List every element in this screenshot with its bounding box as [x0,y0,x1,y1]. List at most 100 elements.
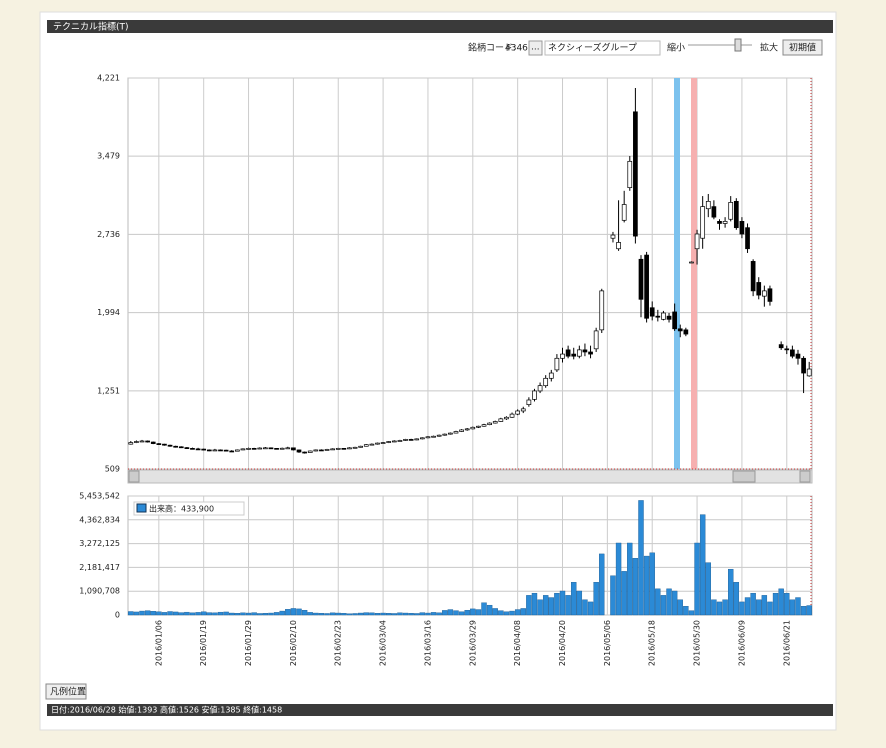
zoom-out: 縮小 [667,42,685,54]
legend [133,501,245,516]
candle-body [610,234,616,239]
candle-body [274,448,279,450]
volume-bar [481,602,487,616]
volume-bar [144,610,151,616]
candle-body [464,428,470,431]
scrollbar[interactable] [127,469,813,484]
candle-body [347,447,352,450]
candle-body [139,440,145,443]
volume-bar [542,595,549,616]
candle-body [790,349,795,357]
volume-bar [397,612,403,616]
volume-bar [486,604,493,616]
x-tick-label: 2016/03/29 [468,620,477,666]
volume-bar [234,613,241,616]
scroll-button[interactable] [799,470,811,483]
candle-body [537,385,543,392]
candle-body [414,438,420,441]
candle-body [285,447,291,450]
volume-bar [750,592,756,616]
volume-bar [784,592,790,616]
code: 4346 [505,44,528,54]
volume-bar [133,611,140,616]
volume-bar [442,610,448,616]
candle-body [363,444,369,447]
candle-body [341,448,347,450]
zoom-in: 拡大 [760,42,778,54]
volume-bar [447,609,454,616]
scroll-button[interactable] [128,470,140,483]
candle-body [268,447,274,450]
slider-thumb[interactable] [734,38,742,52]
volume-bar [548,597,554,616]
candle-body [397,440,403,442]
volume-bar [262,613,269,616]
volume-bar [694,542,700,616]
candle-body [431,435,436,438]
volume-bar [610,575,616,616]
volume-bar [245,612,252,616]
volume-bar [223,611,229,616]
candle-body [335,448,341,450]
candle-body [745,227,750,250]
volume-bar [229,612,235,616]
candle-body [492,421,498,424]
candle-body [756,282,762,296]
volume-bar [739,601,745,616]
company-box[interactable] [544,40,661,56]
candle-body [638,258,644,300]
candle-body [728,202,734,220]
browse-button[interactable] [528,40,543,56]
candle-body [403,439,408,441]
candle-body [436,434,442,437]
volume-bar [206,612,212,616]
volume-bar [722,599,728,616]
candle-body [195,448,201,451]
volume-bar [380,612,386,616]
candle-body [178,446,184,449]
volume-bar [761,595,768,616]
candle-body [565,349,571,357]
volume-bar [711,599,717,616]
reset-button[interactable] [782,39,823,56]
candle-body [279,447,285,450]
volume-bar [531,592,538,616]
volume-bar [587,601,594,616]
y-tick-label: 0 [115,611,120,620]
volume-bar [509,610,515,616]
scroll-thumb[interactable] [732,470,756,483]
candle-body [134,441,139,443]
volume-bar [189,612,196,616]
volume-bar [391,613,398,616]
cursor-band [691,78,697,469]
y-tick-label: 509 [105,465,120,474]
volume-bar [554,592,560,616]
volume-bar [470,608,476,616]
volume-bar [744,597,751,616]
candle-body [302,451,307,454]
volume-bar [430,612,437,616]
candle-body [201,448,207,451]
candle-body [801,357,806,374]
volume-bar [688,610,695,616]
candle-body [795,353,801,359]
candle-body [223,449,229,452]
volume-bar [621,571,627,616]
volume-bar [172,611,179,616]
volume-bar [593,582,599,616]
volume-bar [627,542,633,616]
volume-bar [268,612,274,616]
volume-bar [733,582,740,616]
volume-bar [705,562,711,616]
candle-body [599,290,605,331]
volume-bar [200,611,207,616]
legend-position-button[interactable] [45,683,87,700]
y-tick-label: 3,479 [97,152,120,161]
candle-body [515,410,521,415]
candle-body [627,160,633,189]
y-tick-label: 1,090,708 [79,587,120,596]
title: テクニカル指標(T) [53,21,129,33]
volume-bar [458,611,465,616]
candle-body [571,353,577,357]
volume-bar [195,612,201,616]
